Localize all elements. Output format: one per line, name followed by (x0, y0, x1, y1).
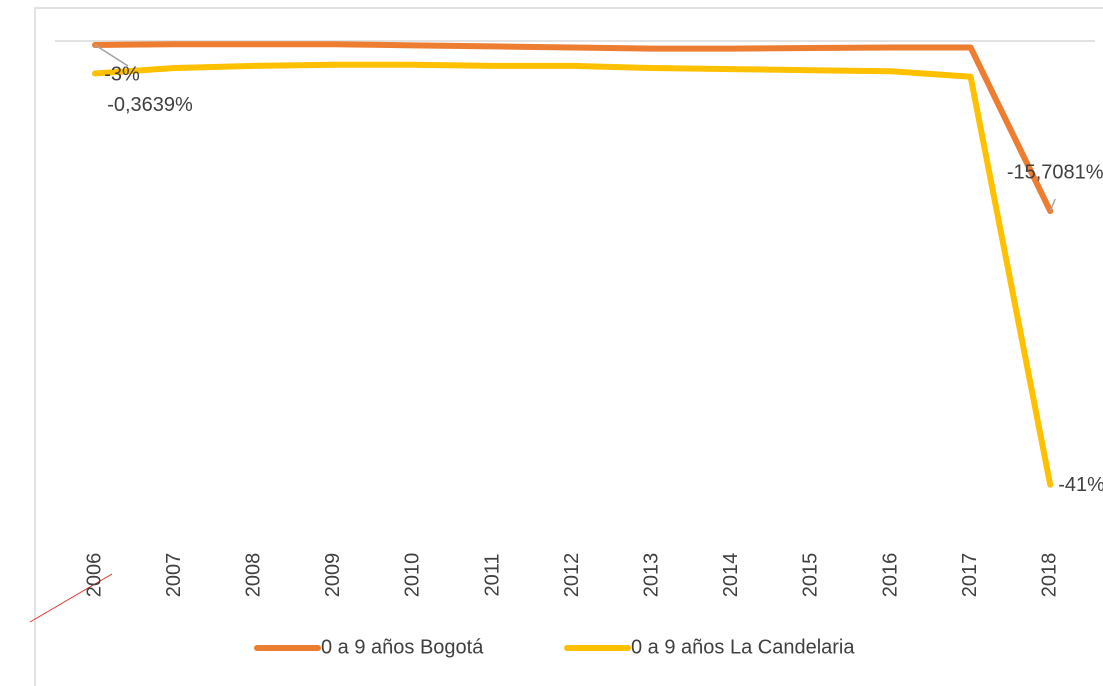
x-tick-label: 2011 (481, 553, 503, 596)
x-tick-label: 2014 (720, 553, 742, 598)
label-leader (1049, 198, 1056, 212)
data-label: -41% (1058, 474, 1103, 496)
x-tick-label: 2012 (561, 553, 583, 598)
data-label: -0,3639% (107, 94, 193, 116)
x-tick-label: 2008 (242, 553, 264, 598)
x-tick-label: 2018 (1038, 553, 1060, 598)
decoration-line (29, 573, 113, 623)
series-line (92, 61, 1054, 488)
x-tick-label: 2010 (402, 553, 424, 598)
x-tick-label: 2013 (640, 553, 662, 598)
data-label: -15,7081% (1007, 161, 1103, 183)
x-tick-label: 2009 (322, 553, 344, 598)
legend-label: 0 a 9 años La Candelaria (631, 636, 855, 658)
x-tick-label: 2017 (959, 553, 981, 598)
x-tick-label: 2016 (879, 553, 901, 598)
x-tick-label: 2015 (800, 553, 822, 598)
x-tick-label: 2006 (83, 553, 105, 598)
x-tick-label: 2007 (163, 553, 185, 598)
chart-frame (34, 7, 1103, 686)
label-leader (94, 44, 129, 67)
series-line (92, 41, 1054, 214)
data-label: -3% (104, 64, 140, 86)
legend-label: 0 a 9 años Bogotá (321, 636, 484, 658)
